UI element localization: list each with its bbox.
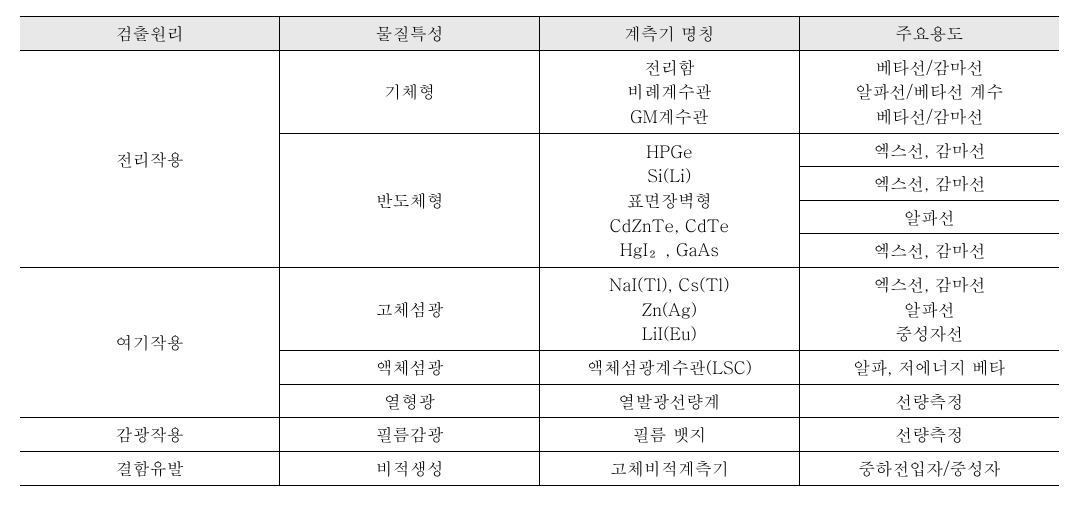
cell-use: 엑스선, 감마선 알파선 중성자선 [799,268,1059,351]
table-row: 여기작용 고체섬광 NaI(Tl), Cs(Tl) Zn(Ag) LiI(Eu)… [20,268,1059,351]
col-header-principle: 검출원리 [20,17,280,51]
cell-instrument: NaI(Tl), Cs(Tl) Zn(Ag) LiI(Eu) [540,268,800,351]
cell-instrument: 전리함 비례계수관 GM계수관 [540,50,800,133]
cell-use: 엑스선, 감마선 [799,167,1059,201]
cell-instrument: 고체비적계측기 [540,451,800,485]
table-row: 전리작용 기체형 전리함 비례계수관 GM계수관 베타선/감마선 알파선/베타선… [20,50,1059,133]
cell-use: 엑스선, 감마선 [799,133,1059,167]
cell-use: 선량측정 [799,384,1059,418]
table-row: 결함유발 비적생성 고체비적계측기 중하전입자/중성자 [20,451,1059,485]
cell-material: 고체섬광 [280,268,540,351]
cell-material: 액체섬광 [280,351,540,385]
cell-use: 알파선 [799,200,1059,234]
cell-use: 엑스선, 감마선 [799,234,1059,268]
col-header-use: 주요용도 [799,17,1059,51]
cell-instrument: 필름 뱃지 [540,418,800,452]
cell-principle: 결함유발 [20,451,280,485]
cell-material: 반도체형 [280,133,540,268]
cell-use: 베타선/감마선 알파선/베타선 계수 베타선/감마선 [799,50,1059,133]
cell-instrument: 액체섬광계수관(LSC) [540,351,800,385]
cell-principle: 전리작용 [20,50,280,267]
cell-use: 선량측정 [799,418,1059,452]
cell-material: 비적생성 [280,451,540,485]
cell-material: 필름감광 [280,418,540,452]
cell-material: 기체형 [280,50,540,133]
table-header-row: 검출원리 물질특성 계측기 명칭 주요용도 [20,17,1059,51]
cell-use: 알파, 저에너지 베타 [799,351,1059,385]
cell-instrument: HPGe Si(Li) 표면장벽형 CdZnTe, CdTe HgI₂, GaA… [540,133,800,268]
cell-material: 열형광 [280,384,540,418]
col-header-instrument: 계측기 명칭 [540,17,800,51]
cell-use: 중하전입자/중성자 [799,451,1059,485]
cell-principle: 감광작용 [20,418,280,452]
detector-classification-table: 검출원리 물질특성 계측기 명칭 주요용도 전리작용 기체형 전리함 비례계수관… [20,16,1059,486]
table-row: 감광작용 필름감광 필름 뱃지 선량측정 [20,418,1059,452]
cell-principle: 여기작용 [20,268,280,418]
col-header-material: 물질특성 [280,17,540,51]
cell-instrument: 열발광선량계 [540,384,800,418]
